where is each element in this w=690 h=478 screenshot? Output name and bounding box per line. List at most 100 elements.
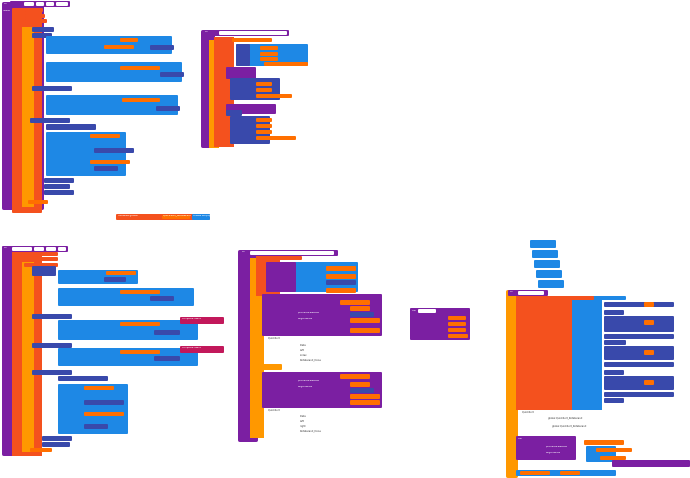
local-init-2[interactable] [214,37,234,147]
list-column-5[interactable] [572,296,602,410]
row [256,124,272,128]
floating-arg-3 [448,328,466,332]
row [150,45,174,50]
control-column-4[interactable] [250,258,264,438]
row [256,130,272,134]
row [644,302,654,307]
b5-quicksort-label: QuickSort [522,411,534,414]
b5-arguments: arguments [546,452,561,454]
row [604,392,674,397]
b4-arguments-2: arguments [298,386,313,388]
row [350,318,380,323]
group-1-rows [0,0,200,215]
b4-rotate-label-2: Rotaterand_Done [300,430,321,433]
row [516,436,576,460]
row [226,104,276,114]
row [42,442,70,447]
row [644,350,654,355]
row [154,330,180,335]
procedure-block-3-title: to [4,247,7,249]
row [58,376,108,381]
row [604,302,674,307]
floating-call-label: call [412,310,417,312]
b4-index-label-1: index [300,354,307,357]
row [256,88,272,92]
b5-call-label: call [518,438,523,440]
row [24,263,58,267]
row [260,57,278,61]
row [350,388,374,393]
row [532,250,558,258]
header-5-param [518,291,544,295]
row [350,382,370,387]
row [84,412,124,416]
b4-data-label-2: Data [300,415,306,418]
procedure-3-header[interactable]: to [2,246,68,252]
b4-procedure-name-2: procedureName [298,380,319,382]
header-4-param [250,251,334,255]
control-column-1[interactable] [22,27,34,207]
row [120,66,160,70]
procedure-5-header[interactable]: to [508,290,548,296]
row [90,134,120,138]
create-list-block: create empty list [192,214,215,220]
row [32,314,72,319]
procedure-block-2-title: to [205,31,208,33]
local-init-5[interactable] [516,296,572,410]
row [154,356,180,361]
row [326,266,356,271]
compare-items-block-1[interactable]: compare items [180,317,224,324]
row [534,260,560,268]
row [326,274,356,279]
row [60,38,100,42]
compare-items-block-2[interactable]: compare items [180,346,224,353]
b5-procedure-name: procedureName [546,446,567,448]
row [340,300,370,305]
row [84,400,124,405]
row [226,67,256,79]
row [46,124,96,130]
row [350,328,380,333]
row [256,82,272,86]
global-init-pill[interactable]: initialize global QuickSort_Rotaterand c… [116,214,215,220]
row [600,456,626,460]
row [122,98,160,102]
row [644,320,654,325]
row [350,400,380,405]
row [236,44,250,66]
row [25,8,43,12]
procedure-4-header[interactable]: to [240,250,338,256]
procedure-1-header[interactable] [10,1,70,7]
row [24,252,58,256]
row [644,380,654,385]
row [104,45,134,49]
row [350,312,374,317]
row [150,296,174,301]
row [156,106,180,111]
global-init-label: initialize global [118,215,138,217]
row [604,370,624,375]
compare-items-label-1: compare items [182,318,202,320]
floating-call-block[interactable]: call [410,308,470,340]
header-3-param-3 [46,247,56,251]
row [32,86,72,91]
row [58,348,198,366]
row [262,256,302,260]
row [44,184,70,189]
procedure-block-5[interactable] [506,290,518,478]
procedure-2-header[interactable]: to [203,30,289,36]
row [32,266,56,276]
header-param-4 [56,2,68,6]
row [604,310,624,315]
row [604,362,674,367]
row [58,320,198,340]
header-param-2 [36,2,44,6]
procedure-block-1-title: to [4,3,7,5]
control-column-3[interactable] [22,262,34,452]
row [536,270,562,278]
row [596,296,626,300]
row [42,436,72,441]
row [266,262,296,292]
procedure-block-4-title: to [242,251,245,253]
